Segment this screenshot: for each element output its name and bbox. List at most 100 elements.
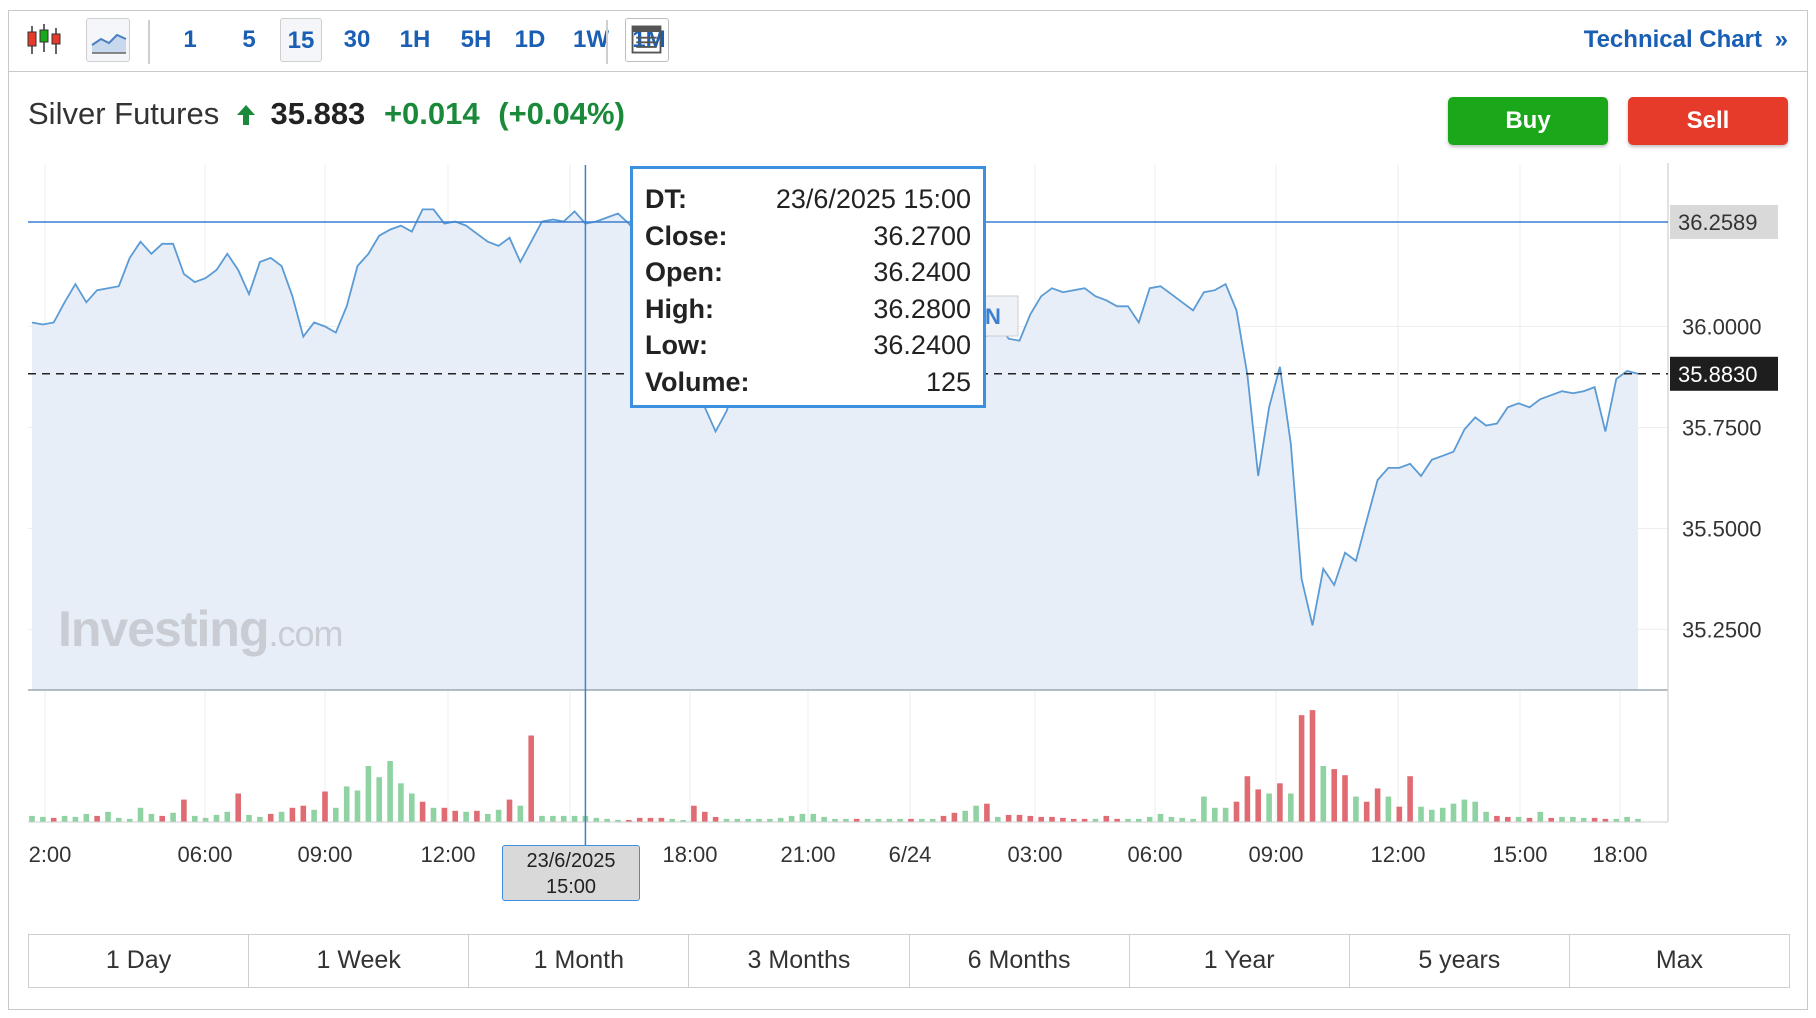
volume-bar xyxy=(571,815,578,822)
tooltip-row: DT: 23/6/2025 15:00 xyxy=(645,181,971,218)
volume-bar xyxy=(1407,776,1413,822)
volume-bar xyxy=(463,811,469,822)
timeframe-1h[interactable]: 1H xyxy=(399,26,431,53)
x-tick-label: 18:00 xyxy=(1592,842,1647,867)
volume-bar xyxy=(886,818,893,822)
volume-bar xyxy=(1363,801,1370,822)
instrument-header: Silver Futures 35.883 +0.014 (+0.04%) xyxy=(28,96,625,134)
timeframe-5[interactable]: 5 xyxy=(242,26,256,53)
volume-bar xyxy=(767,818,773,822)
volume-bar xyxy=(1244,776,1251,822)
timeframe-5h[interactable]: 5H xyxy=(460,26,492,53)
volume-bar xyxy=(1602,818,1609,822)
range-5-years[interactable]: 5 years xyxy=(1350,935,1570,987)
tooltip-value: 36.2700 xyxy=(873,220,971,251)
volume-bar xyxy=(1309,710,1316,822)
price-change: +0.014 xyxy=(383,96,480,131)
volume-bar xyxy=(1038,816,1044,822)
volume-bar xyxy=(50,817,57,822)
volume-bar xyxy=(1288,793,1294,822)
volume-bar xyxy=(430,807,437,822)
volume-bar xyxy=(626,820,632,822)
range-6-months[interactable]: 6 Months xyxy=(910,935,1130,987)
volume-bar xyxy=(224,811,231,822)
volume-bar xyxy=(810,813,817,822)
x-tick-label: 09:00 xyxy=(297,842,352,867)
range-1-year[interactable]: 1 Year xyxy=(1130,935,1350,987)
volume-bar xyxy=(1277,783,1283,822)
x-tick-label: 6/24 xyxy=(889,842,932,867)
volume-bar xyxy=(322,791,328,822)
volume-bar xyxy=(1049,816,1055,822)
tooltip-value: 36.2400 xyxy=(873,257,971,287)
volume-bar xyxy=(1255,789,1261,822)
range-1-month[interactable]: 1 Month xyxy=(469,935,690,987)
range-3-months[interactable]: 3 Months xyxy=(689,935,910,987)
volume-bar xyxy=(1331,769,1337,822)
volume-bar xyxy=(604,818,610,822)
timeframe-30[interactable]: 30 xyxy=(343,26,371,53)
timeframe-15[interactable]: 15 xyxy=(280,18,322,62)
tooltip-key: High: xyxy=(645,293,714,324)
volume-bar xyxy=(680,820,686,822)
volume-bar xyxy=(1461,799,1468,822)
range-1-day[interactable]: 1 Day xyxy=(29,935,250,987)
x-tick-label: 21:00 xyxy=(780,842,835,867)
tooltip-key: Low: xyxy=(645,330,708,360)
volume-bar xyxy=(1092,818,1099,822)
range-max[interactable]: Max xyxy=(1655,946,1704,974)
sell-button[interactable]: Sell xyxy=(1628,97,1788,145)
tooltip-key: Close: xyxy=(645,220,728,251)
technical-chart-link[interactable]: Technical Chart » xyxy=(1584,18,1788,62)
table-view-icon[interactable] xyxy=(625,18,669,62)
volume-bar xyxy=(1212,807,1218,822)
volume-bar xyxy=(1201,796,1207,822)
volume-bar xyxy=(712,816,719,822)
price-area-fill xyxy=(32,209,1638,690)
volume-bar xyxy=(1146,816,1153,822)
volume-bar xyxy=(940,815,947,822)
volume-bar xyxy=(72,816,79,822)
volume-bar xyxy=(1374,788,1381,822)
volume-bar xyxy=(702,811,708,822)
volume-bar xyxy=(1320,766,1327,822)
volume-bar xyxy=(126,818,133,822)
x-tick-label: 12:00 xyxy=(420,842,475,867)
volume-bar xyxy=(550,815,556,822)
timeframe-1d[interactable]: 1D xyxy=(514,26,546,53)
volume-bar xyxy=(1580,817,1587,822)
volume-bar xyxy=(1559,816,1565,822)
volume-bar xyxy=(1591,817,1598,822)
y-tick-label: 35.2500 xyxy=(1682,617,1762,642)
range-1-week[interactable]: 1 Week xyxy=(249,935,470,987)
volume-bar xyxy=(354,790,361,822)
volume-bar xyxy=(1168,816,1175,822)
x-tick-label: 15:00 xyxy=(1492,842,1547,867)
timeframe-1w[interactable]: 1W xyxy=(573,26,609,53)
candlestick-chart-icon[interactable] xyxy=(22,18,66,62)
volume-bar xyxy=(365,766,372,822)
crosshair-y-label: 36.2589 xyxy=(1678,210,1758,235)
volume-bar xyxy=(398,783,404,822)
volume-bar xyxy=(267,813,274,822)
volume-bar xyxy=(61,815,68,822)
tooltip-value: 36.2400 xyxy=(873,330,971,360)
volume-bar xyxy=(1526,817,1533,822)
volume-bar xyxy=(170,812,176,822)
volume-bar xyxy=(495,809,502,822)
volume-bar xyxy=(647,817,654,822)
timeframe-1[interactable]: 1 xyxy=(183,26,197,53)
area-chart-icon[interactable] xyxy=(86,18,130,62)
volume-bar xyxy=(1016,814,1023,822)
y-tick-label: 35.7500 xyxy=(1682,416,1762,441)
data-tooltip: DT: 23/6/2025 15:00 Close: 36.2700 Open: 36.2… xyxy=(630,166,986,408)
volume-bar xyxy=(311,809,317,822)
buy-button[interactable]: Buy xyxy=(1448,97,1608,145)
volume-bar xyxy=(485,813,491,822)
volume-bar xyxy=(864,818,871,822)
volume-bar xyxy=(40,816,46,822)
volume-bar xyxy=(506,799,513,822)
arrow-up-icon xyxy=(236,98,256,134)
volume-bar xyxy=(83,813,90,822)
